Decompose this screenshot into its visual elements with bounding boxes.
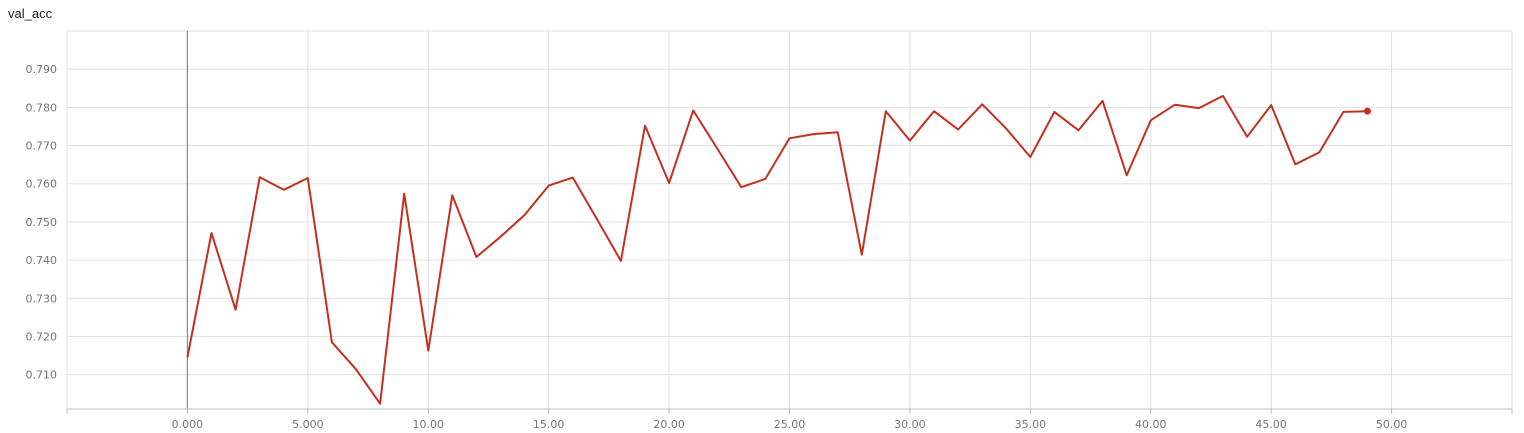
x-tick-label: 35.00 [1015,418,1047,431]
vertical-gridlines [66,31,1513,409]
y-tick-label: 0.720 [26,330,58,343]
x-tick-label: 45.00 [1255,418,1287,431]
y-tick-label: 0.760 [26,178,58,191]
y-tick-label: 0.730 [26,292,58,305]
y-tick-labels: 0.710 0.720 0.730 0.740 0.750 0.760 0.770 0.780… [26,63,58,381]
y-tick-label: 0.790 [26,63,58,76]
y-tick-label: 0.770 [26,140,58,153]
x-tick-label: 50.00 [1376,418,1408,431]
x-tick-label: 30.00 [894,418,926,431]
x-tick-label: 10.00 [413,418,445,431]
x-tick-label: 25.00 [774,418,806,431]
series-last-point [1364,107,1371,115]
y-tick-label: 0.750 [26,216,58,229]
x-tick-label: 20.00 [653,418,685,431]
series-group [186,94,1371,405]
horizontal-gridlines [67,30,1512,376]
x-tick-label: 15.00 [533,418,565,431]
x-tick-label: 0.000 [172,418,204,431]
y-tick-label: 0.710 [26,369,58,382]
x-tick-labels: 0.000 5.000 10.00 15.00 20.00 25.00 30.00 35.00… [172,418,1408,431]
x-axis [66,408,1513,414]
y-tick-label: 0.740 [26,254,58,267]
x-tick-label: 40.00 [1135,418,1167,431]
chart-title: val_acc [8,6,53,21]
y-tick-label: 0.780 [26,101,58,114]
series-line [186,94,1368,405]
x-tick-label: 5.000 [292,418,324,431]
